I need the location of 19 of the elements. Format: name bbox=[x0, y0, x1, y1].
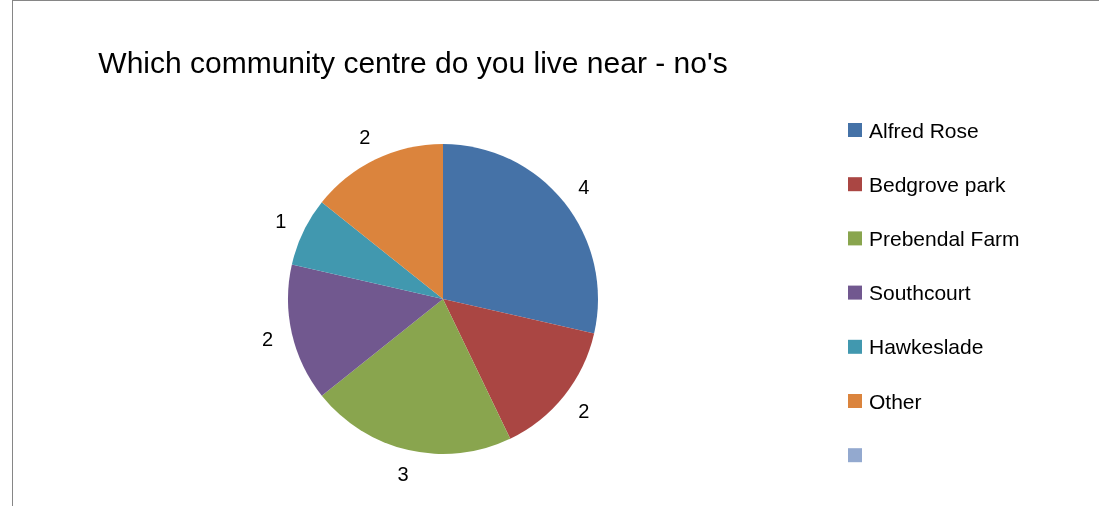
data-label: 1 bbox=[275, 209, 287, 232]
data-label: 2 bbox=[359, 125, 371, 148]
data-label: 4 bbox=[578, 175, 590, 198]
pie-slice bbox=[321, 299, 511, 454]
legend-label: Prebendal Farm bbox=[869, 226, 1020, 250]
pie-slice bbox=[443, 299, 595, 439]
chart-title: Which community centre do you live near - no's bbox=[98, 45, 728, 79]
pie-slice bbox=[443, 144, 598, 334]
legend-label: Hawkeslade bbox=[869, 335, 984, 359]
pie-slice bbox=[291, 202, 443, 299]
legend-label: Other bbox=[869, 389, 922, 413]
data-label: 2 bbox=[261, 328, 274, 351]
legend-label: Southcourt bbox=[869, 281, 971, 305]
data-label: 2 bbox=[578, 400, 590, 423]
data-label: 3 bbox=[397, 463, 409, 486]
pie-slice bbox=[288, 264, 443, 396]
legend-label: Bedgrove park bbox=[869, 172, 1007, 196]
pie-slice bbox=[321, 144, 443, 299]
legend-label: Alfred Rose bbox=[869, 118, 979, 142]
